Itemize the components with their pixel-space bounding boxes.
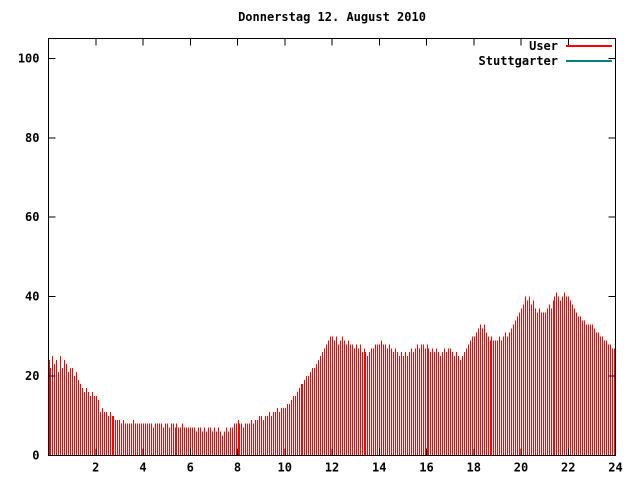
x-tick-label: 4 bbox=[139, 461, 146, 475]
x-tick-label: 12 bbox=[325, 461, 339, 475]
y-tick-label: 20 bbox=[25, 369, 39, 383]
x-tick-label: 14 bbox=[372, 461, 386, 475]
x-tick-label: 10 bbox=[278, 461, 292, 475]
x-tick-label: 18 bbox=[467, 461, 481, 475]
legend-line-user bbox=[566, 44, 612, 47]
legend: User Stuttgarter bbox=[479, 38, 612, 68]
legend-item-stuttgarter: Stuttgarter bbox=[479, 53, 612, 68]
x-tick-label: 8 bbox=[234, 461, 241, 475]
x-tick-label: 16 bbox=[419, 461, 433, 475]
y-tick-label: 40 bbox=[25, 290, 39, 304]
x-tick-label: 22 bbox=[561, 461, 575, 475]
y-tick-label: 0 bbox=[32, 449, 39, 463]
legend-line-stuttgarter bbox=[566, 59, 612, 62]
x-tick-label: 20 bbox=[514, 461, 528, 475]
y-tick-label: 60 bbox=[25, 210, 39, 224]
x-tick-label: 24 bbox=[608, 461, 622, 475]
x-tick-label: 2 bbox=[92, 461, 99, 475]
legend-label-user: User bbox=[529, 38, 558, 53]
x-tick-label: 6 bbox=[187, 461, 194, 475]
y-tick-label: 100 bbox=[18, 51, 40, 65]
legend-label-stuttgarter: Stuttgarter bbox=[478, 53, 558, 68]
legend-item-user: User bbox=[479, 38, 612, 53]
chart-title: Donnerstag 12. August 2010 bbox=[238, 10, 426, 24]
y-tick-label: 80 bbox=[25, 131, 39, 145]
